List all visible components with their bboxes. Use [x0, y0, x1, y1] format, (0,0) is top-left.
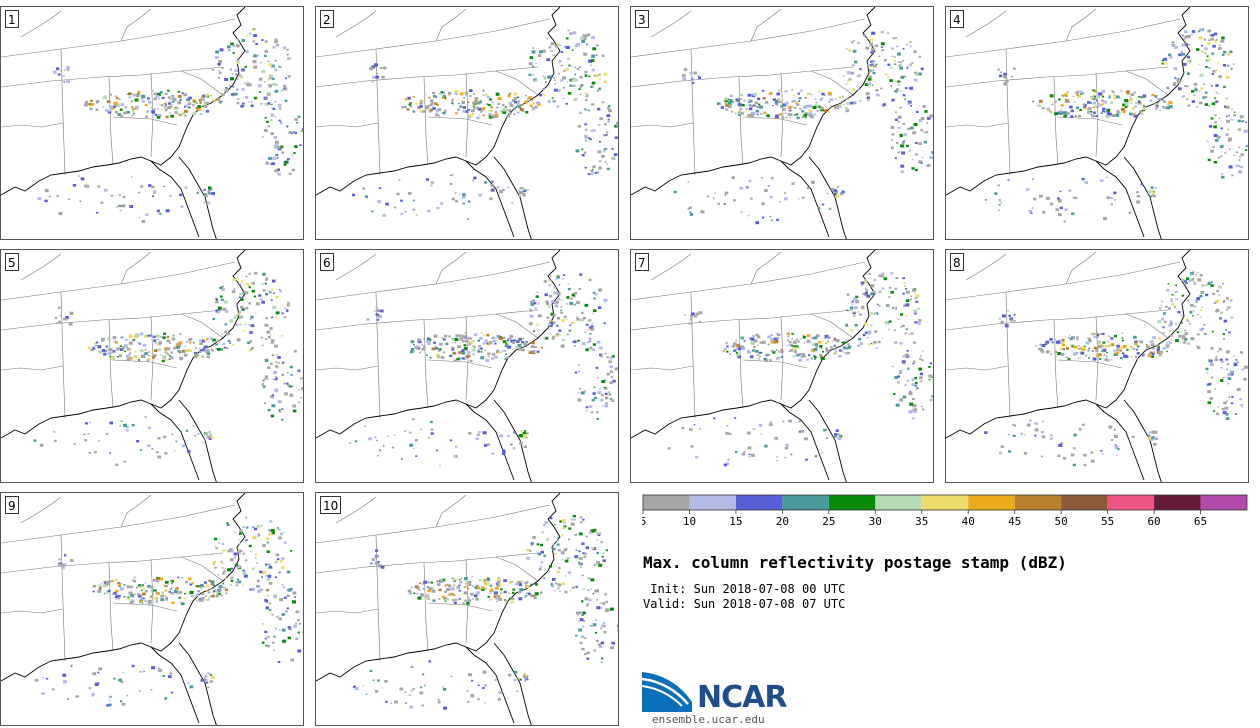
- member-number-label: 7: [635, 253, 649, 271]
- member-number-label: 4: [950, 10, 964, 28]
- colorbar-bin: [735, 495, 783, 510]
- reflectivity-map: [1, 250, 303, 482]
- member-panel-3: 3: [630, 6, 934, 240]
- colorbar-tick-label: 20: [776, 515, 789, 528]
- init-time: Sun 2018-07-08 00 UTC: [693, 582, 846, 596]
- reflectivity-map: [946, 7, 1248, 239]
- member-number-label: 6: [320, 253, 334, 271]
- colorbar-tick-label: 25: [822, 515, 835, 528]
- member-panel-5: 5: [0, 249, 304, 483]
- colorbar-bin: [1200, 495, 1247, 510]
- member-panel-1: 1: [0, 6, 304, 240]
- colorbar-tick-label: 35: [915, 515, 928, 528]
- ncar-logo-text: NCAR: [697, 680, 787, 715]
- member-panel-4: 4: [945, 6, 1249, 240]
- colorbar-tick-label: 5: [642, 515, 646, 528]
- member-panel-10: 10: [315, 492, 619, 726]
- colorbar-bin: [1061, 495, 1108, 510]
- colorbar-bin: [782, 495, 829, 510]
- member-number-label: 2: [320, 10, 334, 28]
- colorbar-tick-label: 65: [1194, 515, 1207, 528]
- member-number-label: 10: [320, 496, 342, 514]
- colorbar-bin: [875, 495, 922, 510]
- member-panel-9: 9: [0, 492, 304, 726]
- colorbar-tick-label: 40: [962, 515, 975, 528]
- colorbar-bin: [921, 495, 969, 510]
- init-time-line: Init: Sun 2018-07-08 00 UTC: [643, 582, 845, 596]
- valid-time-line: Valid: Sun 2018-07-08 07 UTC: [643, 597, 845, 611]
- colorbar-tick-label: 50: [1055, 515, 1068, 528]
- colorbar-tick-label: 30: [869, 515, 882, 528]
- ncar-logo-icon: [642, 672, 692, 712]
- colorbar-tick-label: 45: [1008, 515, 1021, 528]
- figure-title: Max. column reflectivity postage stamp (…: [643, 553, 1067, 572]
- colorbar-bin: [689, 495, 736, 510]
- valid-label: Valid:: [643, 597, 687, 611]
- reflectivity-map: [631, 7, 933, 239]
- colorbar-bin: [1154, 495, 1201, 510]
- colorbar-bin: [968, 495, 1015, 510]
- reflectivity-map: [316, 250, 618, 482]
- member-number-label: 1: [5, 10, 19, 28]
- valid-time: Sun 2018-07-08 07 UTC: [693, 597, 846, 611]
- colorbar-tick-label: 10: [683, 515, 696, 528]
- reflectivity-map: [316, 7, 618, 239]
- reflectivity-map: [1, 7, 303, 239]
- member-number-label: 3: [635, 10, 649, 28]
- member-panel-7: 7: [630, 249, 934, 483]
- reflectivity-map: [316, 493, 618, 725]
- colorbar-tick-label: 15: [729, 515, 742, 528]
- member-number-label: 9: [5, 496, 19, 514]
- colorbar-bin: [1014, 495, 1062, 510]
- reflectivity-map: [631, 250, 933, 482]
- reflectivity-map: [946, 250, 1248, 482]
- member-panel-2: 2: [315, 6, 619, 240]
- member-panel-6: 6: [315, 249, 619, 483]
- colorbar-bin: [828, 495, 876, 510]
- member-panel-8: 8: [945, 249, 1249, 483]
- member-number-label: 8: [950, 253, 964, 271]
- colorbar-tick-label: 60: [1147, 515, 1160, 528]
- colorbar-tick-label: 55: [1101, 515, 1114, 528]
- member-number-label: 5: [5, 253, 19, 271]
- reflectivity-map: [1, 493, 303, 725]
- site-url: ensemble.ucar.edu: [652, 713, 765, 726]
- init-label: Init:: [643, 582, 687, 596]
- colorbar-bin: [643, 495, 690, 510]
- colorbar-bin: [1107, 495, 1155, 510]
- reflectivity-colorbar: 5 10 15 20 25 30 35 40 45 50 55 60 65: [642, 494, 1248, 528]
